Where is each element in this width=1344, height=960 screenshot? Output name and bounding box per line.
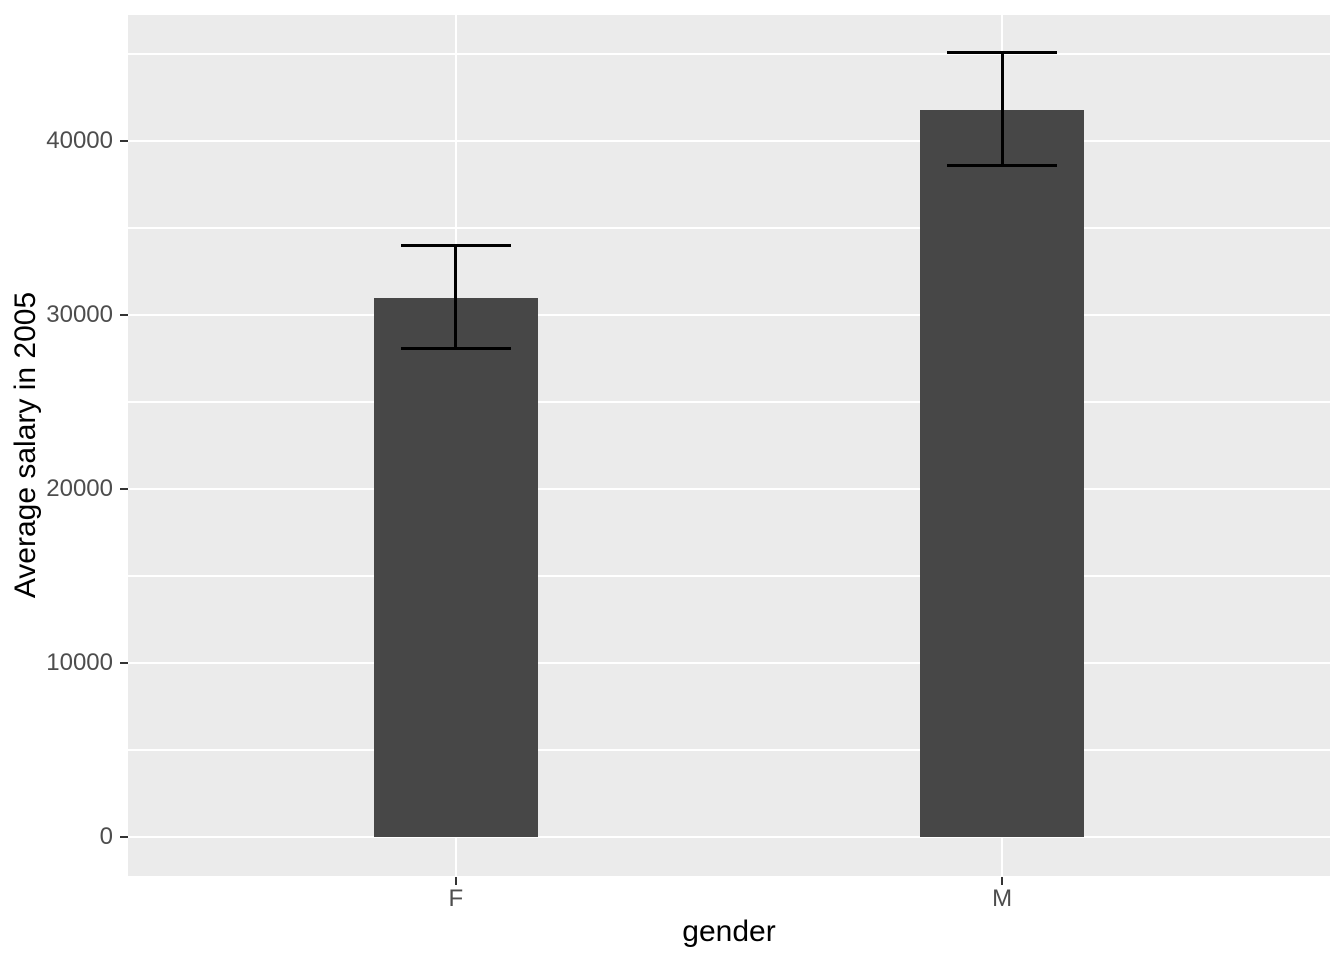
x-tick-label-f: F — [448, 885, 464, 912]
gridline-major-y-0 — [128, 835, 1330, 838]
x-axis-tick-f — [454, 877, 458, 885]
gridline-minor-y-45000 — [128, 53, 1330, 55]
x-axis-tick-m — [1000, 877, 1004, 885]
errorbar-line-f — [454, 245, 458, 349]
gridline-minor-y-5000 — [128, 749, 1330, 751]
y-tick-label-0: 0 — [99, 822, 113, 850]
y-tick-label-40000: 40000 — [46, 127, 113, 155]
y-axis-tick-10000 — [120, 661, 128, 665]
gridline-major-y-40000 — [128, 140, 1330, 143]
y-tick-label-20000: 20000 — [46, 474, 113, 502]
errorbar-line-m — [1000, 52, 1004, 166]
y-tick-label-10000: 10000 — [46, 648, 113, 676]
y-tick-label-30000: 30000 — [46, 301, 113, 329]
y-axis-tick-30000 — [120, 313, 128, 317]
plot-panel — [128, 15, 1330, 876]
errorbar-bottom-cap-m — [947, 163, 1058, 167]
gridline-minor-y-35000 — [128, 227, 1330, 229]
gridline-major-y-30000 — [128, 314, 1330, 317]
y-axis-tick-40000 — [120, 139, 128, 143]
bar-m — [920, 109, 1085, 837]
gridline-minor-y-25000 — [128, 401, 1330, 403]
gridline-major-y-10000 — [128, 661, 1330, 664]
y-axis-tick-20000 — [120, 487, 128, 491]
y-axis-title: Average salary in 2005 — [9, 291, 42, 599]
errorbar-top-cap-m — [947, 50, 1058, 54]
errorbar-bottom-cap-f — [400, 346, 511, 350]
x-axis-title: gender — [682, 915, 776, 948]
x-tick-label-m: M — [992, 885, 1013, 912]
gridline-minor-y-15000 — [128, 575, 1330, 577]
errorbar-top-cap-f — [400, 243, 511, 247]
y-axis-tick-0 — [120, 835, 128, 839]
gridline-major-y-20000 — [128, 487, 1330, 490]
bar-f — [373, 297, 538, 837]
